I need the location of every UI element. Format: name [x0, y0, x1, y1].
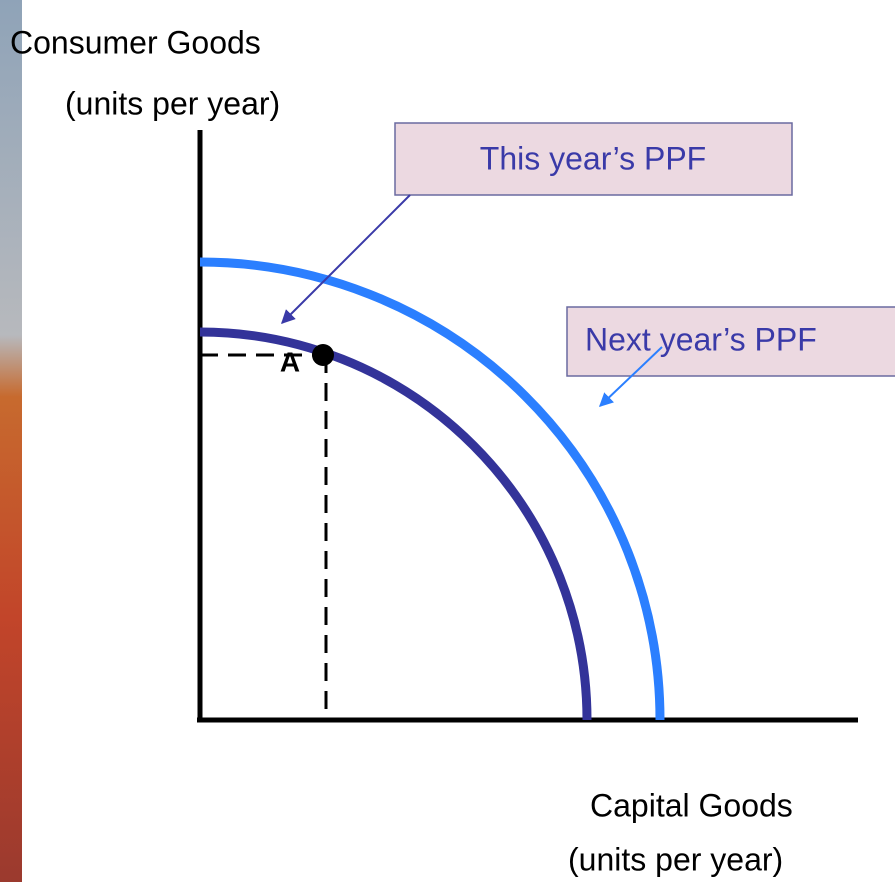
- callout-text: Next year’s PPF: [585, 321, 817, 357]
- callout-arrow: [281, 194, 411, 324]
- point-label: A: [280, 346, 300, 377]
- point-a: [312, 344, 334, 366]
- next-year-ppf: [199, 257, 665, 721]
- y-axis-label: Consumer Goods: [10, 24, 261, 60]
- side-strip: [0, 0, 22, 882]
- x-axis-units: (units per year): [568, 841, 783, 877]
- callout-box: [394, 122, 793, 196]
- x-axis-label: Capital Goods: [590, 787, 793, 823]
- y-axis-units: (units per year): [65, 85, 280, 121]
- callout-text: This year’s PPF: [480, 140, 706, 176]
- callout-arrow: [598, 346, 663, 407]
- this-year-ppf: [199, 327, 592, 721]
- callout-box: [566, 306, 895, 377]
